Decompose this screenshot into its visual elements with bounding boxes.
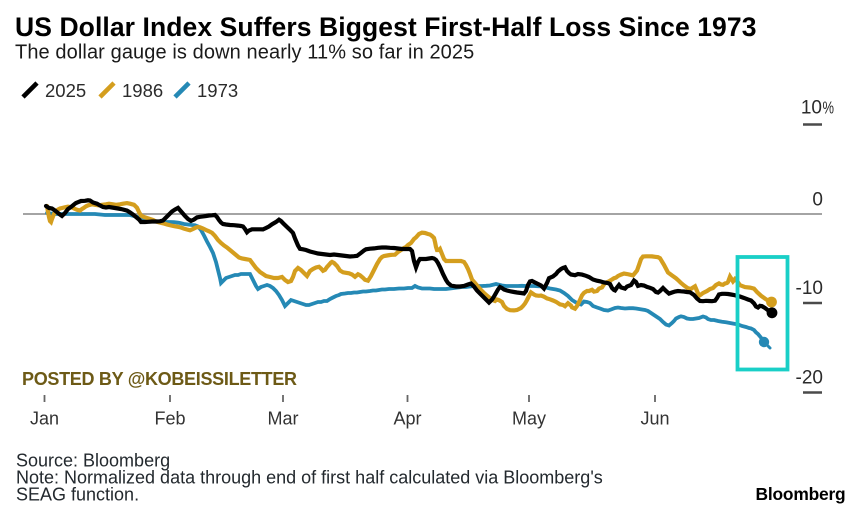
svg-text:US Dollar Index Suffers Bigges: US Dollar Index Suffers Biggest First-Ha…: [15, 12, 757, 42]
svg-text:Source: Bloomberg: Source: Bloomberg: [16, 451, 170, 471]
svg-text:Note: Normalized data through: Note: Normalized data through end of fir…: [16, 468, 603, 488]
svg-text:0: 0: [812, 190, 823, 211]
svg-text:Feb: Feb: [154, 409, 185, 429]
svg-text:POSTED BY @KOBEISSILETTER: POSTED BY @KOBEISSILETTER: [22, 369, 297, 389]
svg-text:-20: -20: [796, 368, 823, 389]
svg-text:2025: 2025: [45, 80, 86, 101]
svg-text:%: %: [823, 98, 835, 118]
svg-text:Mar: Mar: [268, 409, 299, 429]
svg-text:1973: 1973: [197, 80, 238, 101]
svg-text:Jun: Jun: [640, 409, 669, 429]
svg-text:The dollar gauge is down nearl: The dollar gauge is down nearly 11% so f…: [15, 42, 474, 64]
svg-text:Bloomberg: Bloomberg: [756, 484, 846, 504]
svg-text:SEAG function.: SEAG function.: [16, 485, 139, 505]
svg-text:Jan: Jan: [30, 409, 59, 429]
svg-text:-10: -10: [796, 278, 823, 299]
svg-text:10: 10: [801, 98, 822, 119]
svg-text:1986: 1986: [122, 80, 163, 101]
svg-text:Apr: Apr: [393, 409, 421, 429]
svg-text:May: May: [512, 409, 546, 429]
